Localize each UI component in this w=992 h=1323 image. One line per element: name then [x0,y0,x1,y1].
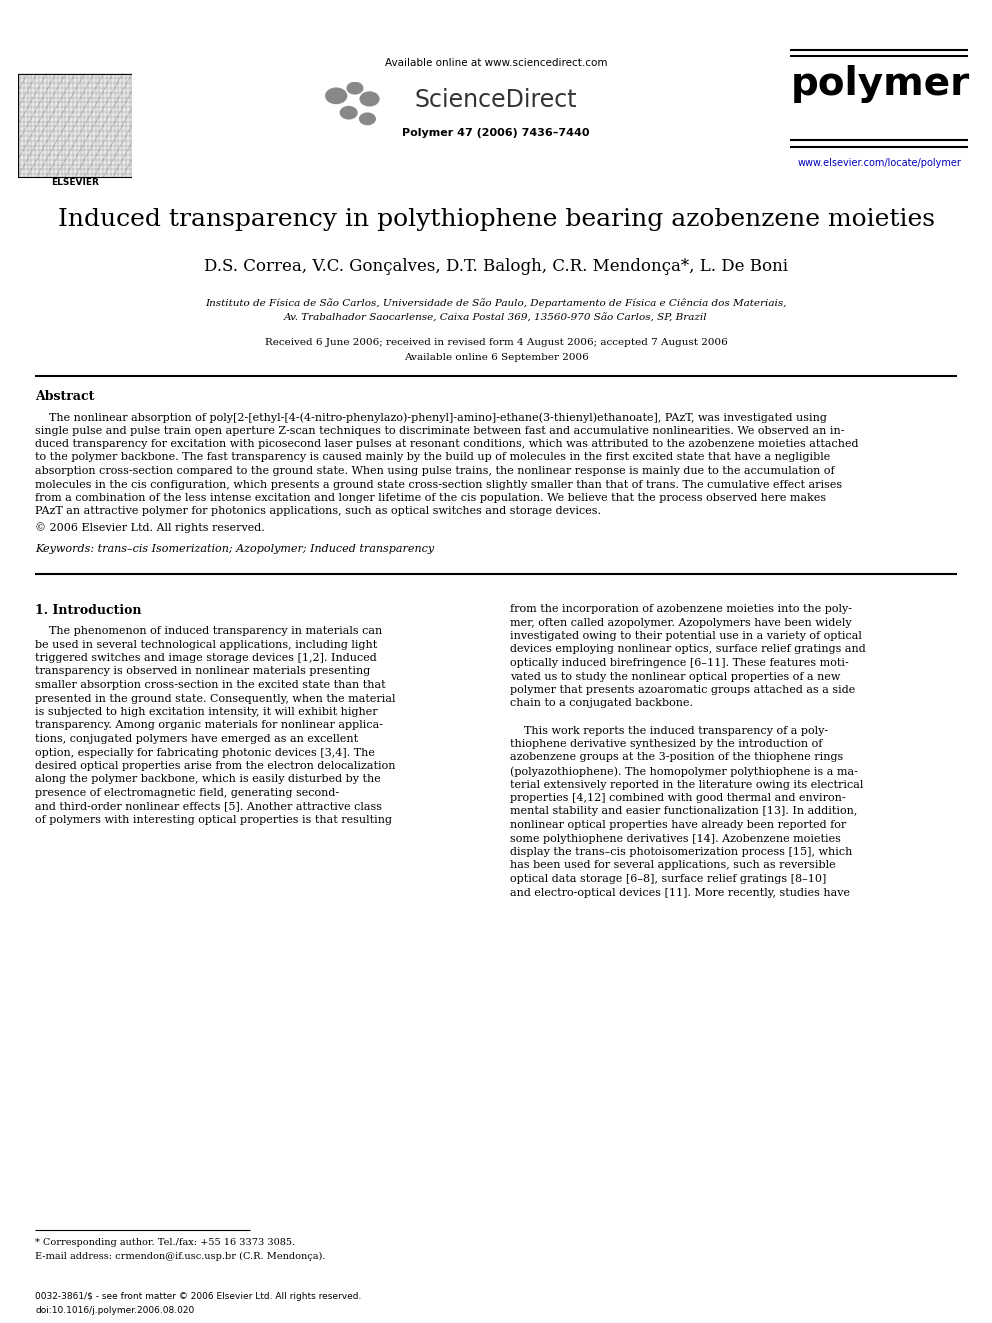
Text: triggered switches and image storage devices [1,2]. Induced: triggered switches and image storage dev… [35,654,377,663]
Circle shape [325,89,346,103]
Text: Available online at www.sciencedirect.com: Available online at www.sciencedirect.co… [385,58,607,67]
Text: from a combination of the less intense excitation and longer lifetime of the cis: from a combination of the less intense e… [35,493,826,503]
Text: Available online 6 September 2006: Available online 6 September 2006 [404,353,588,363]
Text: optical data storage [6–8], surface relief gratings [8–10]: optical data storage [6–8], surface reli… [510,875,826,884]
Text: * Corresponding author. Tel./fax: +55 16 3373 3085.: * Corresponding author. Tel./fax: +55 16… [35,1238,296,1248]
Text: smaller absorption cross-section in the excited state than that: smaller absorption cross-section in the … [35,680,386,691]
Text: The nonlinear absorption of poly[2-[ethyl-[4-(4-nitro-phenylazo)-phenyl]-amino]-: The nonlinear absorption of poly[2-[ethy… [35,411,827,422]
Text: Av. Trabalhador Saocarlense, Caixa Postal 369, 13560-970 São Carlos, SP, Brazil: Av. Trabalhador Saocarlense, Caixa Posta… [284,314,708,323]
Text: 1. Introduction: 1. Introduction [35,605,142,617]
Text: transparency is observed in nonlinear materials presenting: transparency is observed in nonlinear ma… [35,667,370,676]
Text: www.elsevier.com/locate/polymer: www.elsevier.com/locate/polymer [798,157,962,168]
Text: Induced transparency in polythiophene bearing azobenzene moieties: Induced transparency in polythiophene be… [58,208,934,232]
Circle shape [360,112,375,124]
Text: This work reports the induced transparency of a poly-: This work reports the induced transparen… [510,725,828,736]
Text: along the polymer backbone, which is easily disturbed by the: along the polymer backbone, which is eas… [35,774,381,785]
Text: 0032-3861/$ - see front matter © 2006 Elsevier Ltd. All rights reserved.: 0032-3861/$ - see front matter © 2006 El… [35,1293,361,1301]
Text: Received 6 June 2006; received in revised form 4 August 2006; accepted 7 August : Received 6 June 2006; received in revise… [265,337,727,347]
Text: option, especially for fabricating photonic devices [3,4]. The: option, especially for fabricating photo… [35,747,375,758]
Text: Abstract: Abstract [35,390,94,404]
Text: ELSEVIER: ELSEVIER [51,177,99,187]
Text: © 2006 Elsevier Ltd. All rights reserved.: © 2006 Elsevier Ltd. All rights reserved… [35,523,265,533]
Text: optically induced birefringence [6–11]. These features moti-: optically induced birefringence [6–11]. … [510,658,849,668]
Text: chain to a conjugated backbone.: chain to a conjugated backbone. [510,699,693,709]
Text: azobenzene groups at the 3-position of the thiophene rings: azobenzene groups at the 3-position of t… [510,753,843,762]
Text: presented in the ground state. Consequently, when the material: presented in the ground state. Consequen… [35,693,396,704]
Circle shape [340,107,357,119]
Circle shape [360,93,379,106]
Text: E-mail address: crmendon@if.usc.usp.br (C.R. Mendonça).: E-mail address: crmendon@if.usc.usp.br (… [35,1252,325,1261]
Text: devices employing nonlinear optics, surface relief gratings and: devices employing nonlinear optics, surf… [510,644,866,655]
Text: mer, often called azopolymer. Azopolymers have been widely: mer, often called azopolymer. Azopolymer… [510,618,851,627]
Text: doi:10.1016/j.polymer.2006.08.020: doi:10.1016/j.polymer.2006.08.020 [35,1306,194,1315]
Text: molecules in the cis configuration, which presents a ground state cross-section : molecules in the cis configuration, whic… [35,479,842,490]
Text: ScienceDirect: ScienceDirect [415,89,577,112]
Text: vated us to study the nonlinear optical properties of a new: vated us to study the nonlinear optical … [510,672,840,681]
Text: and third-order nonlinear effects [5]. Another attractive class: and third-order nonlinear effects [5]. A… [35,802,382,811]
Text: The phenomenon of induced transparency in materials can: The phenomenon of induced transparency i… [35,626,382,636]
Text: desired optical properties arise from the electron delocalization: desired optical properties arise from th… [35,761,396,771]
Text: Keywords: trans–cis Isomerization; Azopolymer; Induced transparency: Keywords: trans–cis Isomerization; Azopo… [35,544,434,554]
Text: tions, conjugated polymers have emerged as an excellent: tions, conjugated polymers have emerged … [35,734,358,744]
Text: nonlinear optical properties have already been reported for: nonlinear optical properties have alread… [510,820,846,830]
Text: and electro-optical devices [11]. More recently, studies have: and electro-optical devices [11]. More r… [510,888,850,897]
Text: polymer that presents azoaromatic groups attached as a side: polymer that presents azoaromatic groups… [510,685,855,695]
Text: mental stability and easier functionalization [13]. In addition,: mental stability and easier functionaliz… [510,807,857,816]
Text: from the incorporation of azobenzene moieties into the poly-: from the incorporation of azobenzene moi… [510,605,852,614]
Text: PAzT an attractive polymer for photonics applications, such as optical switches : PAzT an attractive polymer for photonics… [35,507,601,516]
Text: absorption cross-section compared to the ground state. When using pulse trains, : absorption cross-section compared to the… [35,466,834,476]
Text: (polyazothiophene). The homopolymer polythiophene is a ma-: (polyazothiophene). The homopolymer poly… [510,766,858,777]
Circle shape [347,82,363,94]
Text: polymer: polymer [791,65,969,103]
Text: Polymer 47 (2006) 7436–7440: Polymer 47 (2006) 7436–7440 [402,128,590,138]
Text: single pulse and pulse train open aperture Z-scan techniques to discriminate bet: single pulse and pulse train open apertu… [35,426,844,435]
Text: D.S. Correa, V.C. Gonçalves, D.T. Balogh, C.R. Mendonça*, L. De Boni: D.S. Correa, V.C. Gonçalves, D.T. Balogh… [204,258,788,275]
Text: be used in several technological applications, including light: be used in several technological applica… [35,639,377,650]
Text: properties [4,12] combined with good thermal and environ-: properties [4,12] combined with good the… [510,792,845,803]
Text: display the trans–cis photoisomerization process [15], which: display the trans–cis photoisomerization… [510,847,852,857]
Text: of polymers with interesting optical properties is that resulting: of polymers with interesting optical pro… [35,815,392,826]
Text: has been used for several applications, such as reversible: has been used for several applications, … [510,860,835,871]
Text: is subjected to high excitation intensity, it will exhibit higher: is subjected to high excitation intensit… [35,706,378,717]
Bar [18,74,132,177]
Text: transparency. Among organic materials for nonlinear applica-: transparency. Among organic materials fo… [35,721,383,730]
Text: duced transparency for excitation with picosecond laser pulses at resonant condi: duced transparency for excitation with p… [35,439,858,448]
Text: thiophene derivative synthesized by the introduction of: thiophene derivative synthesized by the … [510,740,822,749]
Text: some polythiophene derivatives [14]. Azobenzene moieties: some polythiophene derivatives [14]. Azo… [510,833,841,844]
Text: Instituto de Física de São Carlos, Universidade de São Paulo, Departamento de Fí: Instituto de Física de São Carlos, Unive… [205,298,787,308]
Text: terial extensively reported in the literature owing its electrical: terial extensively reported in the liter… [510,779,863,790]
Text: to the polymer backbone. The fast transparency is caused mainly by the build up : to the polymer backbone. The fast transp… [35,452,830,463]
Text: presence of electromagnetic field, generating second-: presence of electromagnetic field, gener… [35,789,339,798]
Text: investigated owing to their potential use in a variety of optical: investigated owing to their potential us… [510,631,862,642]
